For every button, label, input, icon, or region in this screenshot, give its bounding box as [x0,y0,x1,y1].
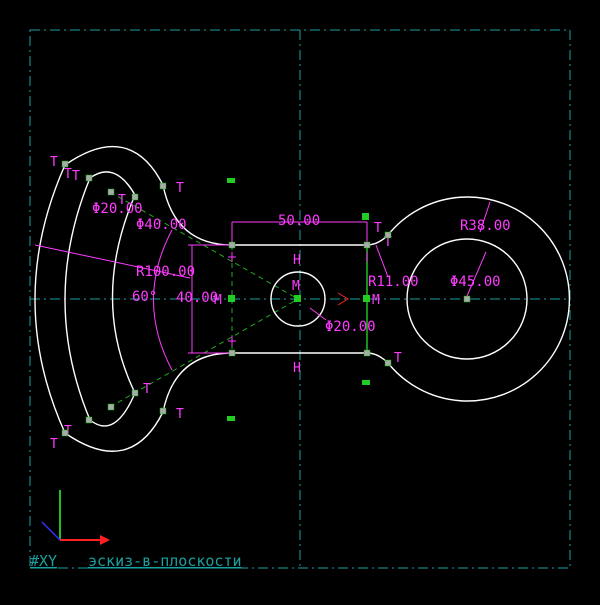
sketch-point[interactable] [85,416,93,424]
left-arc-inner[interactable] [64,177,91,421]
sketch-point[interactable] [61,160,69,168]
tangent-marker[interactable]: T [72,169,80,184]
tangent-marker[interactable]: T [50,155,58,170]
horizontal-marker[interactable]: H [293,253,301,268]
dim-r100[interactable]: R100.00 [136,264,195,280]
tangent-marker[interactable]: T [50,437,58,452]
sketch-point[interactable] [227,178,235,183]
tangent-marker[interactable]: T [394,351,402,366]
fillet-top-left[interactable] [162,184,233,246]
dim-d20-center[interactable]: Φ20.00 [325,319,376,335]
dim-r38-leader[interactable] [479,201,491,233]
axis-triad-icon [41,490,110,545]
left-arc-inner-cap-top[interactable] [89,171,136,196]
dim-angle[interactable]: 60° [132,289,157,305]
dim-r11[interactable]: R11.00 [368,274,419,290]
sketch-point[interactable] [131,193,139,201]
sketch-point[interactable] [384,231,392,239]
center-hole[interactable] [270,271,326,327]
midpoint-marker[interactable]: M [292,279,300,294]
sketch-point[interactable] [85,174,93,182]
dim-angle-arc[interactable] [153,229,173,371]
sketch-point[interactable] [228,241,236,249]
sketch-point[interactable] [159,182,167,190]
dim-width[interactable]: 50.00 [278,213,320,229]
left-arc-inner-curve[interactable] [111,194,136,394]
sketch-point[interactable] [228,349,236,357]
x-axis-arrow-icon [100,535,110,545]
midpoint-marker[interactable]: M [214,293,222,308]
sketch-point[interactable] [362,380,370,385]
left-arc-outer-cap-bottom[interactable] [64,411,164,452]
tangent-marker[interactable]: T [176,181,184,196]
dim-d40[interactable]: Φ40.00 [136,217,187,233]
z-axis-icon [41,521,61,541]
tangent-marker[interactable]: T [176,407,184,422]
dim-r100-leader[interactable] [34,244,191,279]
sketch-point[interactable] [159,407,167,415]
sketch-point[interactable] [228,295,235,302]
sketch-name-label[interactable]: эскиз-в-плоскости [88,552,242,570]
dim-d20-center-leader[interactable] [309,307,327,321]
sketch-point[interactable] [107,188,115,196]
tangent-marker[interactable]: T [374,221,382,236]
left-arc-outer[interactable] [34,164,66,434]
sketch-point[interactable] [463,295,471,303]
tangent-marker[interactable]: T [64,167,72,182]
sketch-point[interactable] [107,403,115,411]
left-arc-outer-cap-top[interactable] [64,145,164,186]
right-boss-hole[interactable] [406,238,528,360]
sketch-point[interactable] [131,389,139,397]
midpoint-marker[interactable]: M [372,293,380,308]
tangent-marker[interactable]: T [143,382,151,397]
midpoint-arrow-icon [337,292,349,306]
dim-d20-small[interactable]: Φ20.00 [92,201,143,217]
dim-height[interactable]: 40.00 [176,290,218,306]
dim-r38[interactable]: R38.00 [460,218,511,234]
tangent-marker[interactable]: T [384,235,392,250]
dim-d45[interactable]: Φ45.00 [450,274,501,290]
right-boss-outer[interactable] [387,196,571,402]
sketch-point[interactable] [363,295,370,302]
tangent-marker[interactable]: T [118,193,126,208]
horizontal-marker[interactable]: H [293,361,301,376]
sketch-point[interactable] [61,429,69,437]
dim-d45-leader[interactable] [466,251,487,297]
sketch-point[interactable] [384,359,392,367]
sketch-point[interactable] [363,349,371,357]
dim-r11-leader[interactable] [375,244,389,278]
sketch-point[interactable] [227,416,235,421]
plane-label[interactable]: #XY [30,552,57,570]
left-arc-inner-cap-bottom[interactable] [89,392,136,427]
sketch-point[interactable] [362,213,369,220]
fillet-bottom-left[interactable] [162,352,233,413]
sketch-point[interactable] [363,241,371,249]
sketch-point[interactable] [294,295,301,302]
